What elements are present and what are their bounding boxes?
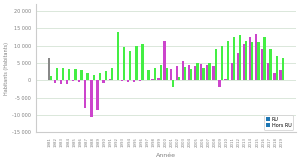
Bar [182, 61, 184, 80]
Bar [148, 70, 150, 80]
Bar [90, 80, 92, 117]
Bar [121, 80, 123, 81]
Bar [99, 74, 101, 80]
Bar [263, 37, 266, 80]
Bar [102, 80, 105, 83]
Bar [273, 74, 276, 80]
Bar [196, 63, 199, 80]
Bar [282, 58, 284, 80]
Bar [96, 80, 99, 110]
Bar [188, 65, 190, 80]
Bar [249, 37, 251, 80]
Bar [178, 77, 180, 80]
Bar [267, 63, 269, 80]
Bar [135, 46, 138, 80]
Bar [47, 58, 50, 80]
Legend: RU, Hors RU: RU, Hors RU [264, 115, 293, 130]
Bar [84, 80, 86, 108]
Bar [233, 37, 235, 80]
Bar [237, 53, 239, 80]
Bar [279, 70, 282, 80]
Bar [184, 67, 186, 80]
Bar [276, 56, 278, 80]
Bar [157, 78, 160, 80]
Bar [160, 65, 162, 80]
Bar [105, 71, 107, 80]
Bar [208, 63, 211, 80]
Bar [50, 76, 52, 80]
Bar [176, 66, 178, 80]
Bar [269, 49, 272, 80]
Bar [139, 80, 141, 81]
Bar [66, 80, 68, 84]
Bar [164, 40, 166, 80]
Bar [221, 46, 223, 80]
Bar [78, 80, 80, 82]
Bar [68, 69, 70, 80]
Bar [166, 68, 168, 80]
Bar [154, 68, 156, 80]
Bar [129, 51, 131, 80]
Bar [74, 69, 76, 80]
Bar [255, 34, 257, 80]
Bar [212, 66, 214, 80]
Y-axis label: Habitants (Habitants): Habitants (Habitants) [4, 42, 9, 95]
Bar [206, 65, 208, 80]
Bar [72, 80, 74, 81]
Bar [151, 79, 154, 80]
Bar [117, 32, 119, 80]
Bar [257, 42, 260, 80]
Bar [169, 69, 172, 80]
Bar [251, 42, 254, 80]
Bar [123, 47, 125, 80]
Bar [194, 66, 196, 80]
X-axis label: Année: Année [156, 153, 176, 158]
Bar [218, 80, 221, 87]
Bar [80, 70, 83, 80]
Bar [227, 40, 229, 80]
Bar [190, 69, 193, 80]
Bar [54, 80, 56, 83]
Bar [231, 63, 233, 80]
Bar [133, 80, 135, 82]
Bar [172, 80, 174, 87]
Bar [239, 35, 241, 80]
Bar [109, 79, 111, 80]
Bar [92, 75, 95, 80]
Bar [261, 49, 263, 80]
Bar [224, 79, 227, 80]
Bar [111, 68, 113, 80]
Bar [200, 64, 203, 80]
Bar [214, 49, 217, 80]
Bar [127, 80, 129, 82]
Bar [62, 68, 64, 80]
Bar [141, 44, 144, 80]
Bar [245, 40, 248, 80]
Bar [86, 74, 89, 80]
Bar [60, 80, 62, 84]
Bar [202, 68, 205, 80]
Bar [243, 44, 245, 80]
Bar [56, 68, 58, 80]
